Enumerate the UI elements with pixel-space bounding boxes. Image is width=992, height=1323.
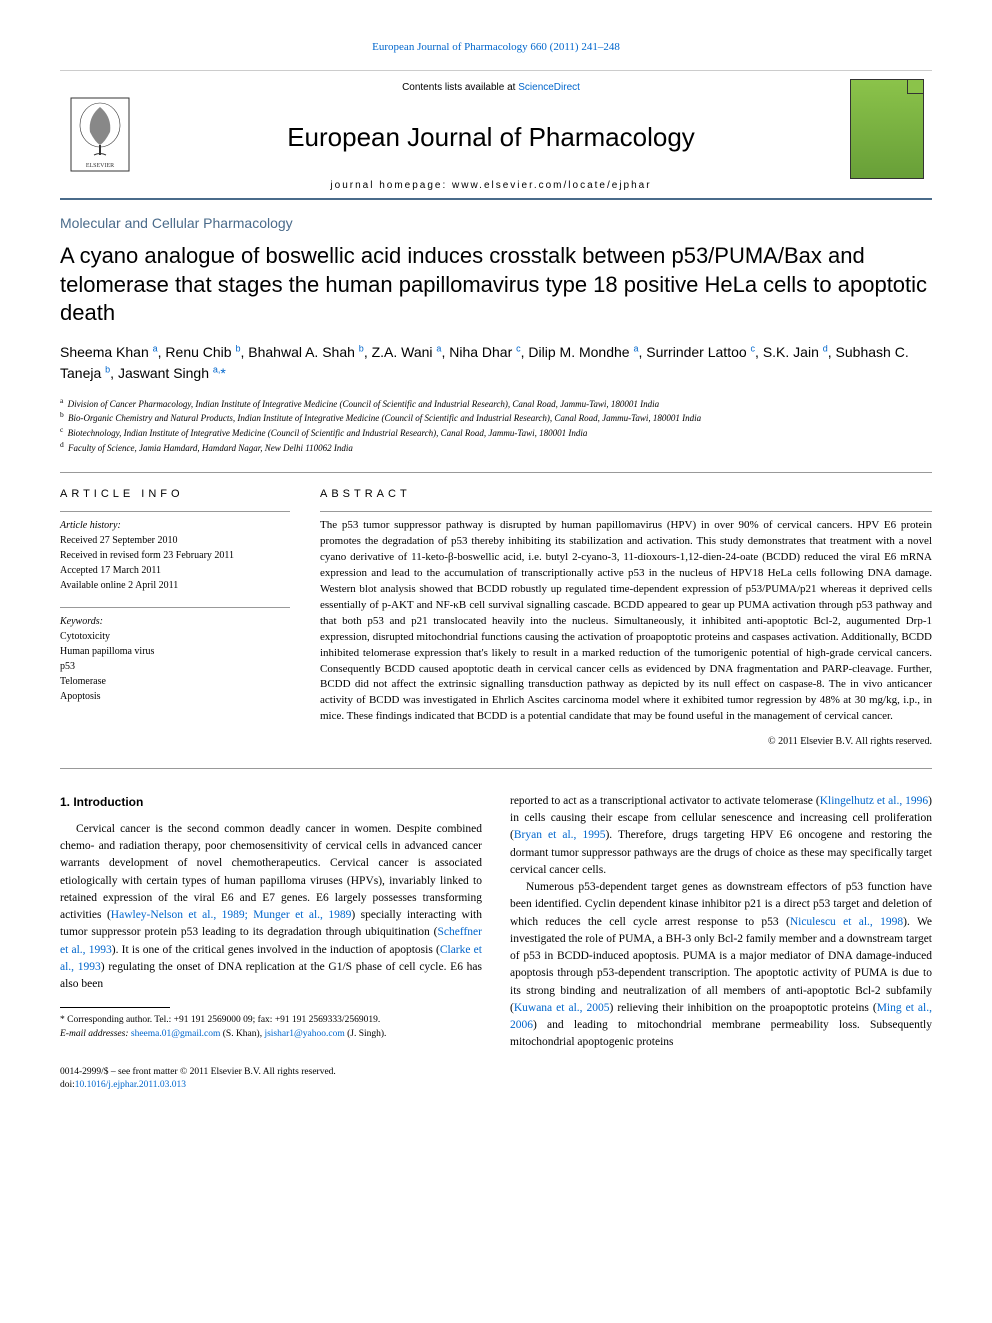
keywords-label: Keywords:	[60, 614, 290, 629]
svg-text:ELSEVIER: ELSEVIER	[86, 163, 114, 169]
page-footer-meta: 0014-2999/$ – see front matter © 2011 El…	[60, 1066, 932, 1093]
corresponding-author-footnote: * Corresponding author. Tel.: +91 191 25…	[60, 1014, 482, 1041]
doi-link[interactable]: 10.1016/j.ejphar.2011.03.013	[75, 1080, 186, 1090]
header-center: Contents lists available at ScienceDirec…	[140, 71, 842, 198]
affiliation-line: c Biotechnology, Indian Institute of Int…	[60, 425, 932, 440]
affiliation-line: d Faculty of Science, Jamia Hamdard, Ham…	[60, 440, 932, 455]
affiliation-line: a Division of Cancer Pharmacology, India…	[60, 396, 932, 411]
history-label: Article history:	[60, 518, 290, 533]
email-link[interactable]: jsishar1@yahoo.com	[264, 1029, 344, 1039]
article-info-column: ARTICLE INFO Article history: Received 2…	[60, 487, 290, 750]
keyword: Cytotoxicity	[60, 629, 290, 644]
abstract-heading: ABSTRACT	[320, 487, 932, 503]
history-line: Available online 2 April 2011	[60, 578, 290, 593]
journal-header-block: ELSEVIER Contents lists available at Sci…	[60, 70, 932, 200]
section-divider	[60, 768, 932, 769]
citation-link[interactable]: Hawley-Nelson et al., 1989; Munger et al…	[111, 909, 352, 921]
section-divider	[60, 472, 932, 473]
footnote-separator	[60, 1007, 170, 1008]
body-two-column: 1. Introduction Cervical cancer is the s…	[60, 793, 932, 1052]
sciencedirect-link[interactable]: ScienceDirect	[518, 82, 580, 93]
journal-citation-link[interactable]: European Journal of Pharmacology 660 (20…	[372, 41, 620, 53]
history-line: Accepted 17 March 2011	[60, 563, 290, 578]
keyword: Telomerase	[60, 674, 290, 689]
introduction-heading: 1. Introduction	[60, 793, 482, 811]
citation-link[interactable]: Bryan et al., 1995	[514, 829, 606, 841]
history-line: Received 27 September 2010	[60, 533, 290, 548]
intro-paragraph-3: Numerous p53-dependent target genes as d…	[510, 879, 932, 1052]
citation-link[interactable]: Klingelhutz et al., 1996	[820, 795, 928, 807]
keyword: Human papilloma virus	[60, 644, 290, 659]
journal-homepage-url: www.elsevier.com/locate/ejphar	[452, 180, 652, 191]
abstract-copyright: © 2011 Elsevier B.V. All rights reserved…	[320, 735, 932, 750]
journal-cover-thumb	[842, 71, 932, 198]
article-info-heading: ARTICLE INFO	[60, 487, 290, 502]
email-link[interactable]: sheema.01@gmail.com	[131, 1029, 220, 1039]
section-category: Molecular and Cellular Pharmacology	[60, 214, 932, 234]
journal-name: European Journal of Pharmacology	[150, 119, 832, 155]
keywords-block: Keywords: CytotoxicityHuman papilloma vi…	[60, 614, 290, 704]
keyword: Apoptosis	[60, 689, 290, 704]
affiliations: a Division of Cancer Pharmacology, India…	[60, 396, 932, 454]
history-line: Received in revised form 23 February 201…	[60, 548, 290, 563]
citation-link[interactable]: Niculescu et al., 1998	[790, 916, 903, 928]
abstract-text: The p53 tumor suppressor pathway is disr…	[320, 518, 932, 725]
elsevier-logo: ELSEVIER	[60, 71, 140, 198]
keyword: p53	[60, 659, 290, 674]
affiliation-line: b Bio-Organic Chemistry and Natural Prod…	[60, 410, 932, 425]
article-title: A cyano analogue of boswellic acid induc…	[60, 242, 932, 328]
article-history-block: Article history: Received 27 September 2…	[60, 518, 290, 593]
author-list: Sheema Khan a, Renu Chib b, Bhahwal A. S…	[60, 342, 932, 384]
abstract-column: ABSTRACT The p53 tumor suppressor pathwa…	[320, 487, 932, 750]
top-running-head: European Journal of Pharmacology 660 (20…	[60, 40, 932, 55]
intro-paragraph-2: reported to act as a transcriptional act…	[510, 793, 932, 879]
page-root: European Journal of Pharmacology 660 (20…	[0, 0, 992, 1132]
citation-link[interactable]: Kuwana et al., 2005	[514, 1002, 610, 1014]
journal-homepage-line: journal homepage: www.elsevier.com/locat…	[150, 179, 832, 193]
contents-available-line: Contents lists available at ScienceDirec…	[150, 81, 832, 95]
intro-paragraph-1: Cervical cancer is the second common dea…	[60, 821, 482, 994]
elsevier-tree-icon: ELSEVIER	[70, 97, 130, 172]
front-matter-line: 0014-2999/$ – see front matter © 2011 El…	[60, 1066, 932, 1079]
info-abstract-row: ARTICLE INFO Article history: Received 2…	[60, 487, 932, 750]
